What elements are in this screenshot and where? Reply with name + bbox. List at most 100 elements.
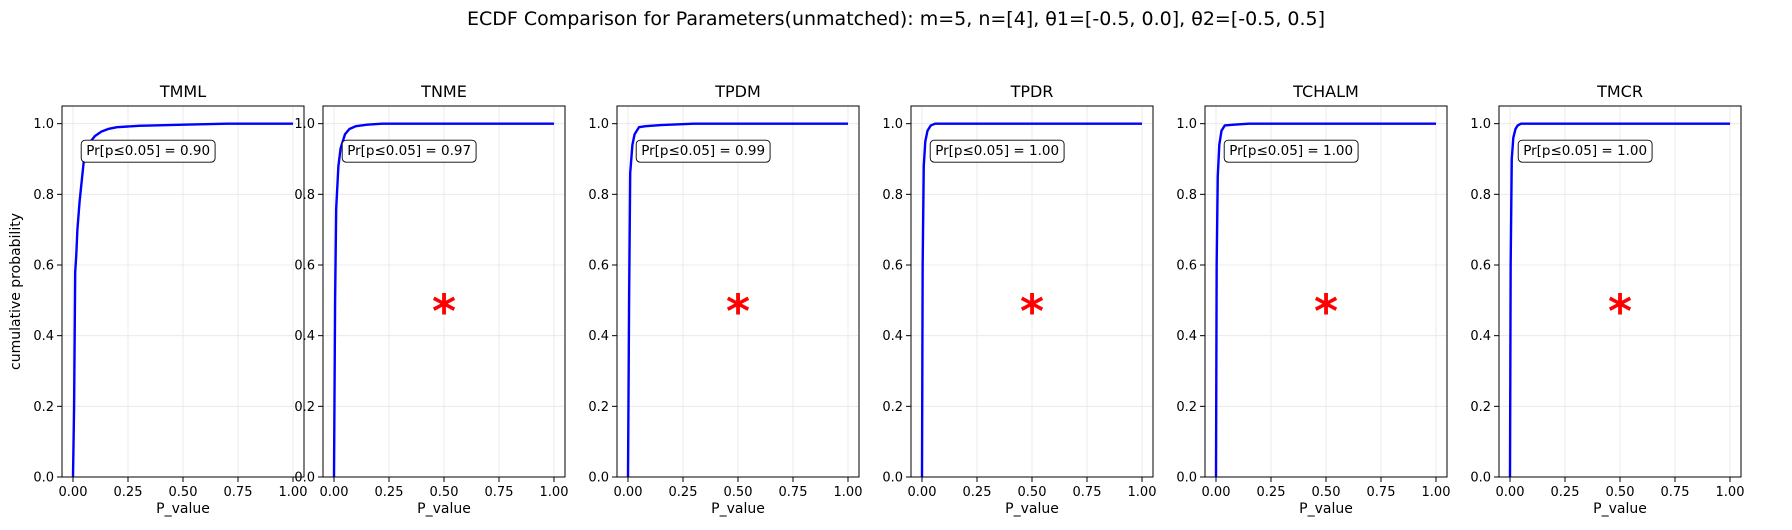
panels: 0.00 0.25 0.50 0.75 1.000.00.20.40.60.81.0Pr… [8, 82, 1744, 517]
y-tick-label: 0.4 [33, 329, 54, 344]
y-tick-label: 0.6 [1470, 259, 1491, 274]
x-tick-label: 0.00 [908, 485, 937, 500]
x-tick-label: 0.50 [169, 485, 198, 500]
x-tick-label: 0.00 [1202, 485, 1231, 500]
panel-tmml: 0.00 0.25 0.50 0.75 1.00 0.0 0.2 0.4 0.6 0.8 1.0 Pr… [8, 82, 307, 517]
y-tick-label: 0.0 [1176, 471, 1197, 486]
x-tick-label: 0.75 [224, 485, 253, 500]
x-tick-label: 0.50 [430, 485, 459, 500]
y-tick-label: 1.0 [1176, 117, 1197, 132]
ecdf-line [626, 122, 848, 478]
x-tick-label: 0.50 [1312, 485, 1341, 500]
x-axis-label: P_value [1593, 501, 1647, 517]
significance-marker: * [1314, 284, 1338, 338]
x-tick-label: 0.00 [1496, 485, 1525, 500]
x-tick-label: 1.00 [1716, 485, 1745, 500]
figure-title: ECDF Comparison for Parameters(unmatched… [467, 8, 1325, 30]
x-axis-label: P_value [1005, 501, 1059, 517]
y-tick-label: 0.8 [588, 188, 609, 203]
y-tick-label: 0.2 [294, 400, 315, 415]
y-tick-label: 0.2 [33, 400, 54, 415]
y-tick-label: 0.6 [882, 259, 903, 274]
panel-title: TMCR [1596, 82, 1643, 101]
x-tick-label: 0.25 [1551, 485, 1580, 500]
x-axis-label: P_value [156, 501, 210, 517]
y-tick-label: 0.8 [1470, 188, 1491, 203]
x-tick-label: 0.25 [963, 485, 992, 500]
x-tick-label: 1.00 [1422, 485, 1451, 500]
annotation-text: Pr[p≤0.05] = 1.00 [1523, 143, 1647, 159]
x-tick-label: 1.00 [540, 485, 569, 500]
panel-tpdm: 0.00 0.25 0.50 0.75 1.00 0.0 0.2 0.4 0.6 0.8 1.0 Pr… [588, 82, 862, 517]
annotation-text: Pr[p≤0.05] = 1.00 [1229, 143, 1353, 159]
axes-frame [1498, 105, 1742, 478]
ecdf-line [1214, 122, 1436, 478]
annotation-box [1517, 139, 1653, 163]
y-tick-label: 0.4 [294, 329, 315, 344]
y-tick-label: 0.6 [294, 259, 315, 274]
y-tick-label: 0.8 [33, 188, 54, 203]
y-tick-label: 0.4 [588, 329, 609, 344]
x-axis-label: P_value [711, 501, 765, 517]
annotation-box [929, 139, 1065, 163]
panel-title: TMML [159, 82, 206, 101]
x-tick-label: 0.75 [1661, 485, 1690, 500]
x-tick-label: 0.25 [1257, 485, 1286, 500]
y-tick-label: 0.4 [1470, 329, 1491, 344]
y-tick-label: 0.6 [33, 259, 54, 274]
axes-frame [910, 105, 1154, 478]
x-tick-label: 0.75 [485, 485, 514, 500]
y-tick-label: 0.0 [588, 471, 609, 486]
x-tick-label: 0.75 [1367, 485, 1396, 500]
x-tick-label: 1.00 [1128, 485, 1157, 500]
x-tick-label: 0.00 [614, 485, 643, 500]
x-tick-label: 0.50 [1606, 485, 1635, 500]
y-tick-label: 1.0 [882, 117, 903, 132]
significance-marker: * [726, 284, 750, 338]
axes-frame [61, 105, 305, 478]
x-tick-label: 0.50 [724, 485, 753, 500]
x-tick-label: 1.00 [834, 485, 863, 500]
annotation-box [635, 139, 771, 163]
y-tick-label: 0.4 [1176, 329, 1197, 344]
y-tick-label: 0.0 [33, 471, 54, 486]
y-tick-label: 0.6 [1176, 259, 1197, 274]
y-tick-label: 0.8 [294, 188, 315, 203]
x-tick-label: 1.00 [279, 485, 308, 500]
annotation-text: Pr[p≤0.05] = 0.99 [641, 143, 765, 159]
annotation-text: Pr[p≤0.05] = 1.00 [935, 143, 1059, 159]
annotation-box [80, 139, 216, 163]
annotation-text: Pr[p≤0.05] = 0.90 [86, 143, 210, 159]
y-tick-label: 1.0 [588, 117, 609, 132]
ecdf-line [1508, 122, 1730, 478]
x-axis-label: P_value [1299, 501, 1353, 517]
y-tick-label: 0.8 [1176, 188, 1197, 203]
y-tick-label: 0.0 [882, 471, 903, 486]
x-tick-label: 0.75 [779, 485, 808, 500]
x-tick-label: 0.25 [114, 485, 143, 500]
x-tick-label: 0.00 [320, 485, 349, 500]
panel-title: TCHALM [1292, 82, 1359, 101]
y-axis-label: cumulative probability [8, 213, 24, 370]
x-tick-label: 0.75 [1073, 485, 1102, 500]
y-tick-label: 0.0 [1470, 471, 1491, 486]
x-tick-label: 0.25 [375, 485, 404, 500]
x-tick-label: 0.25 [669, 485, 698, 500]
y-tick-label: 1.0 [33, 117, 54, 132]
significance-marker: * [1020, 284, 1044, 338]
x-tick-label: 0.50 [1018, 485, 1047, 500]
y-tick-label: 0.0 [294, 471, 315, 486]
ecdf-line [332, 122, 554, 478]
y-tick-label: 0.2 [1470, 400, 1491, 415]
panel-tpdr: 0.00 0.25 0.50 0.75 1.00 0.0 0.2 0.4 0.6 0.8 1.0 Pr… [882, 82, 1156, 517]
panel-title: TPDR [1010, 82, 1054, 101]
significance-marker: * [1608, 284, 1632, 338]
ecdf-line [920, 122, 1142, 478]
annotation-box [341, 139, 477, 163]
annotation-text: Pr[p≤0.05] = 0.97 [347, 143, 471, 159]
y-tick-label: 0.6 [588, 259, 609, 274]
y-tick-label: 0.4 [882, 329, 903, 344]
y-tick-label: 1.0 [1470, 117, 1491, 132]
y-tick-label: 0.2 [882, 400, 903, 415]
axes-frame [322, 105, 566, 478]
